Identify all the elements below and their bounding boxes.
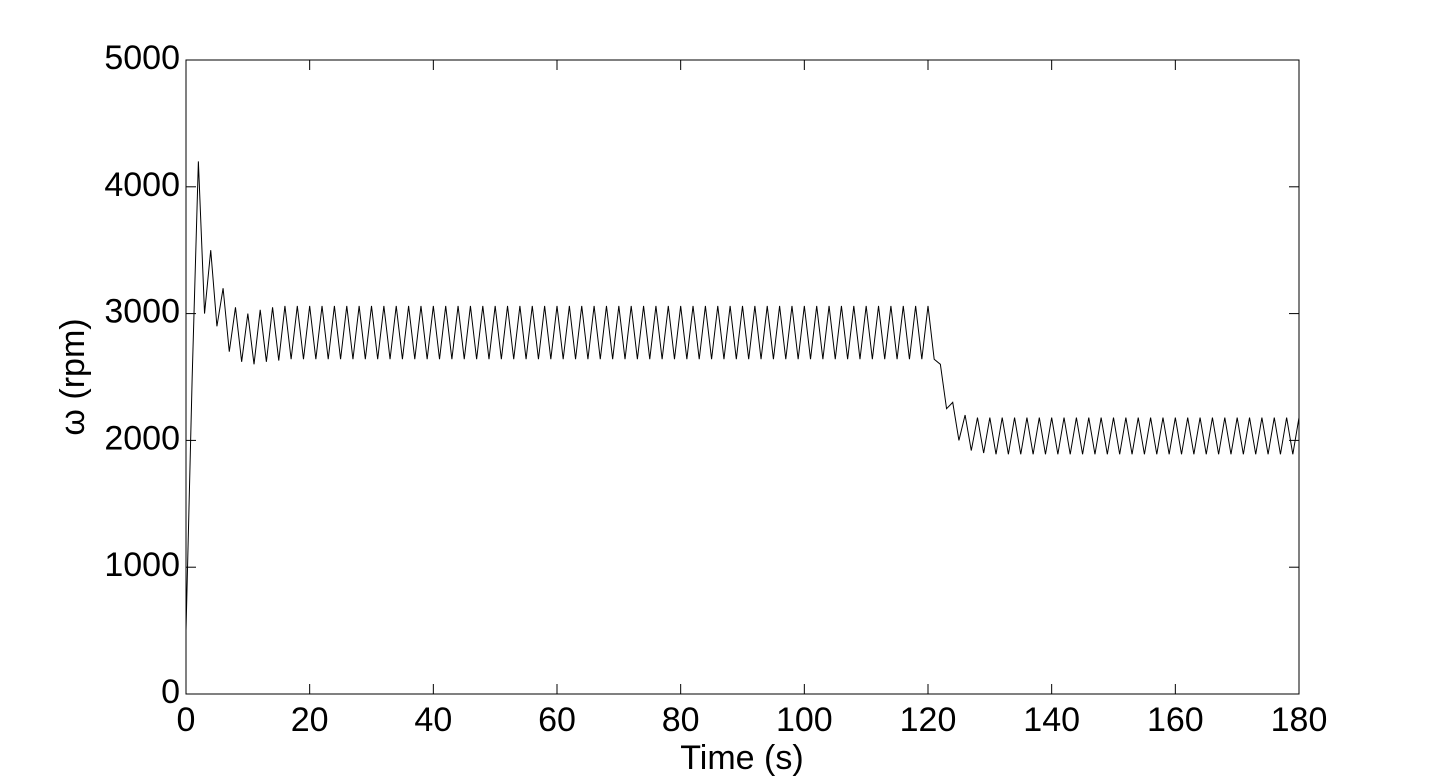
plot-frame <box>185 59 1300 695</box>
y-tick-label: 0 <box>161 673 180 711</box>
x-tick-label: 140 <box>1023 701 1080 739</box>
x-axis-label: Time (s) <box>680 739 803 777</box>
x-tick-label: 160 <box>1147 701 1204 739</box>
y-tick-label: 5000 <box>104 39 180 77</box>
x-tick-label: 60 <box>538 701 576 739</box>
y-axis-label: ω (rpm) <box>54 318 92 435</box>
x-tick-label: 80 <box>662 701 700 739</box>
y-tick-label: 3000 <box>104 293 180 331</box>
x-tick-label: 100 <box>776 701 833 739</box>
y-tick-label: 2000 <box>104 419 180 457</box>
x-tick-label: 0 <box>177 701 196 739</box>
data-line <box>185 161 1300 631</box>
x-tick-label: 40 <box>414 701 452 739</box>
y-tick-label: 1000 <box>104 546 180 584</box>
y-tick-label: 4000 <box>104 166 180 204</box>
x-tick-label: 120 <box>900 701 957 739</box>
x-tick-label: 20 <box>291 701 329 739</box>
x-tick-label: 180 <box>1271 701 1328 739</box>
